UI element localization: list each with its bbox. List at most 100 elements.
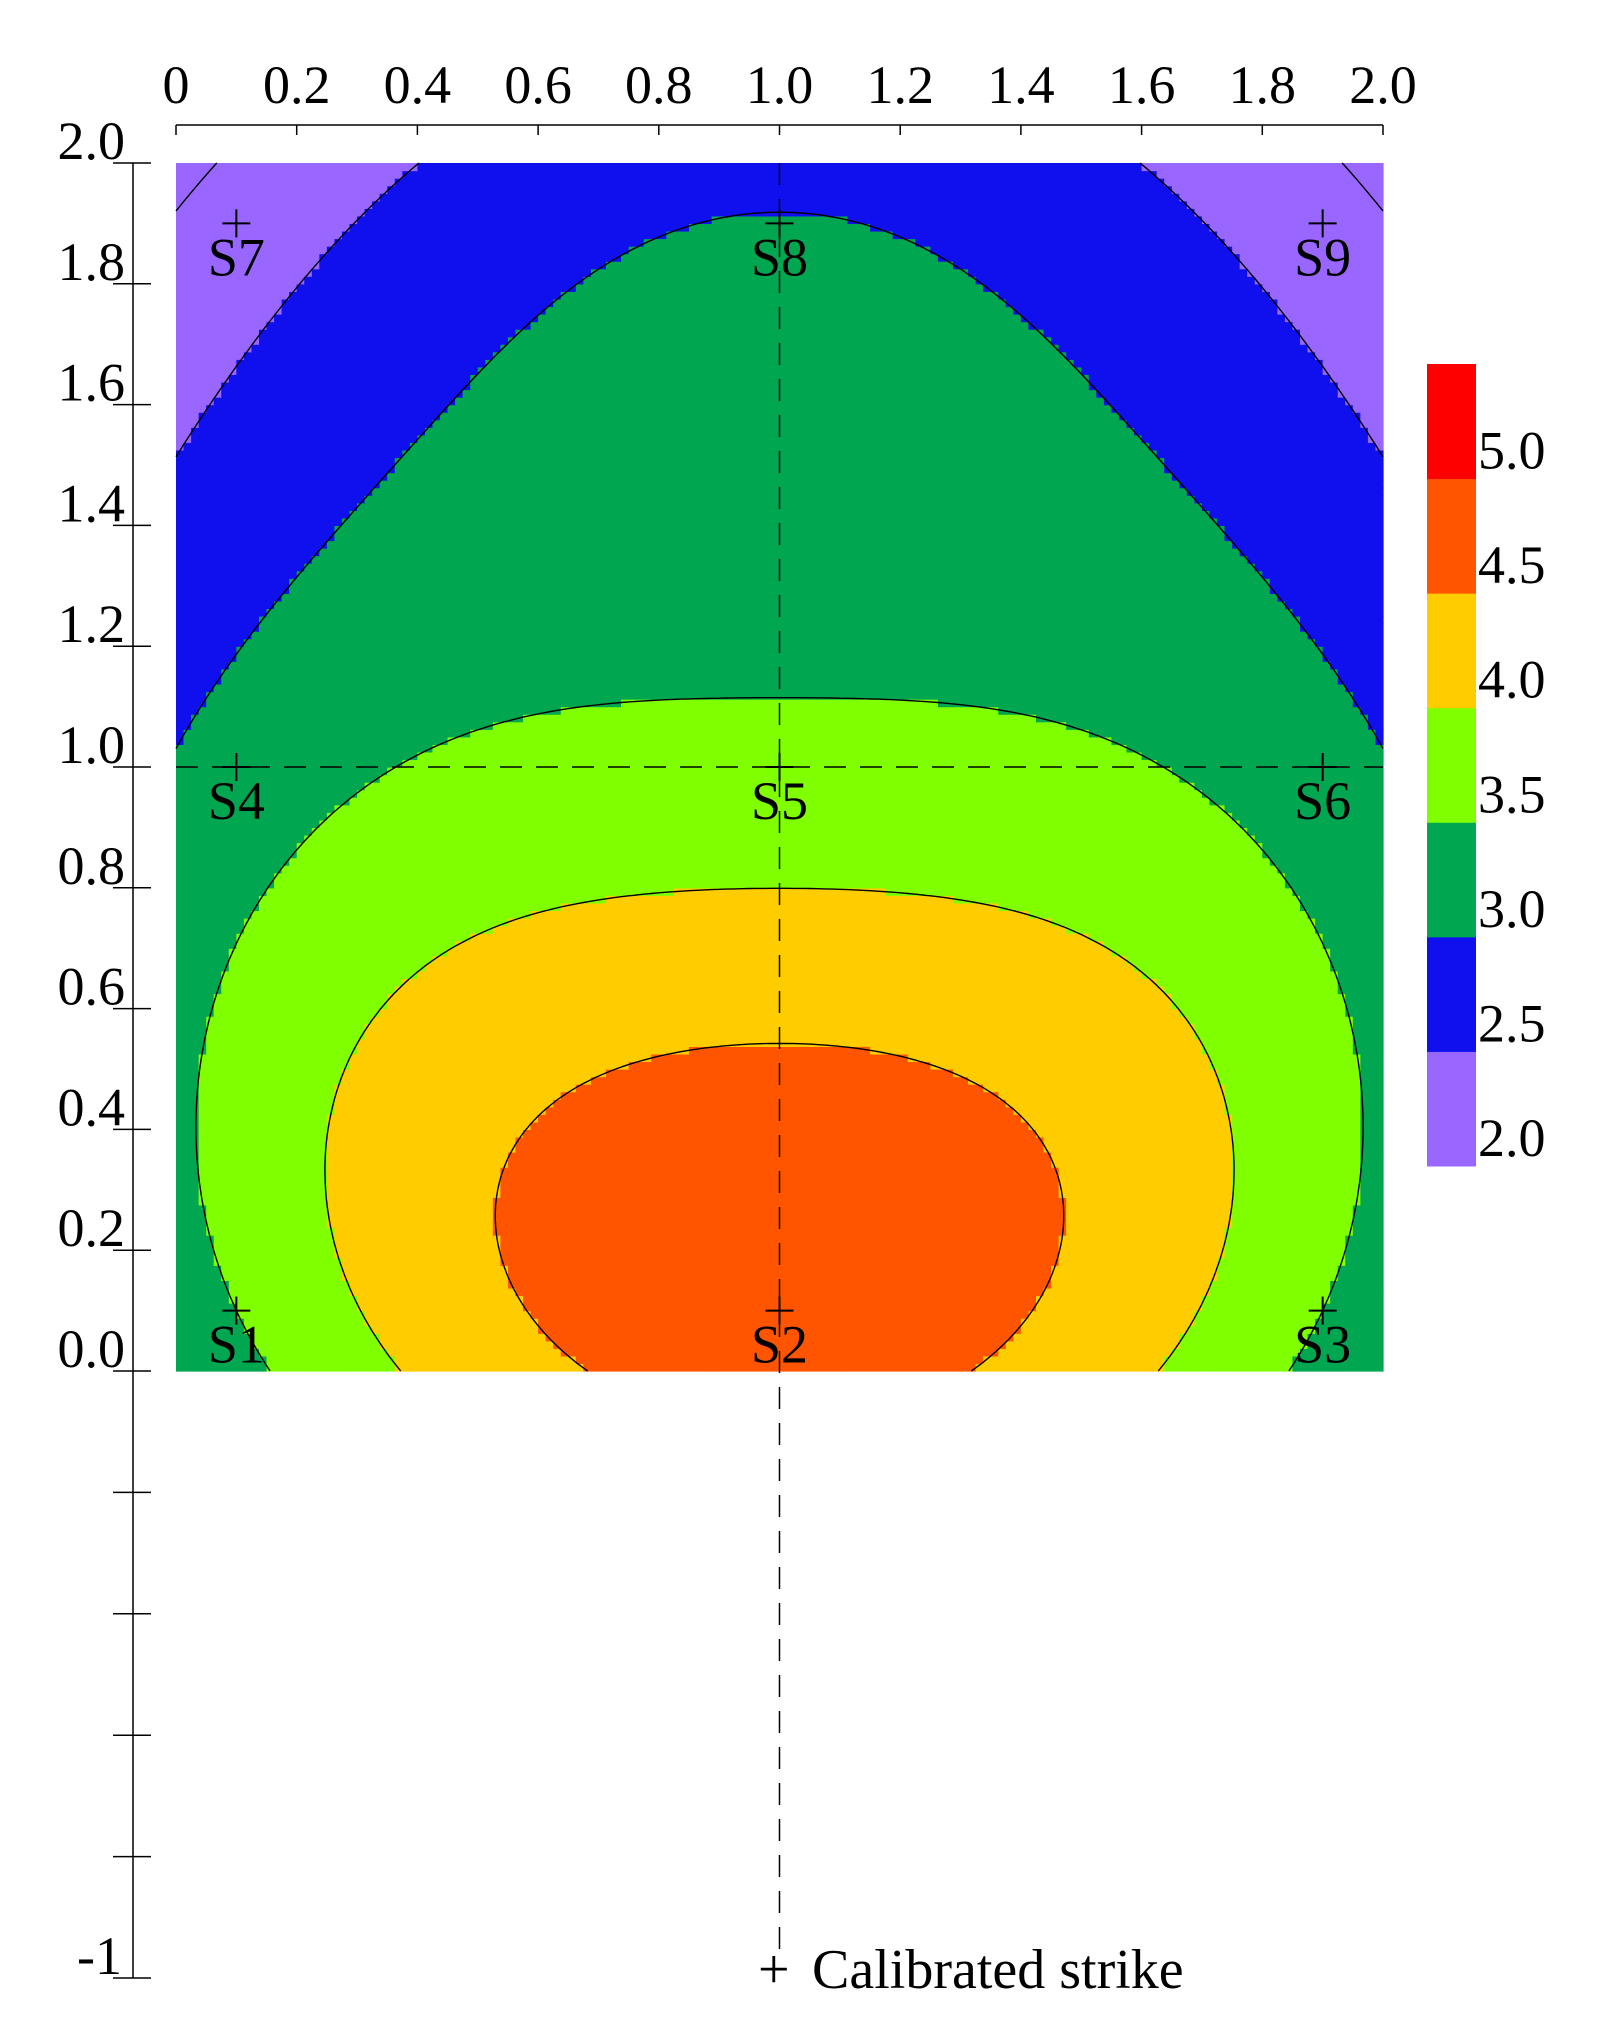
field-cell <box>810 1348 818 1356</box>
field-cell <box>810 1326 818 1334</box>
field-cell <box>817 1250 825 1258</box>
field-cell <box>1315 1145 1323 1153</box>
field-cell <box>1127 1288 1135 1296</box>
field-cell <box>485 1235 493 1243</box>
field-cell <box>734 1326 742 1334</box>
field-cell <box>938 1280 946 1288</box>
field-cell <box>1232 1273 1240 1281</box>
field-cell <box>1074 1273 1082 1281</box>
field-cell <box>817 1228 825 1236</box>
field-cell <box>666 1160 674 1168</box>
field-cell <box>1006 1137 1014 1145</box>
field-cell <box>455 1212 463 1220</box>
field-cell <box>734 1356 742 1364</box>
field-cell <box>855 1145 863 1153</box>
field-cell <box>704 1167 712 1175</box>
field-cell <box>734 1175 742 1183</box>
field-cell <box>1021 1265 1029 1273</box>
field-cell <box>221 1265 229 1273</box>
field-cell <box>236 1243 244 1251</box>
field-cell <box>644 1296 652 1304</box>
field-cell <box>900 1348 908 1356</box>
field-cell <box>236 1129 244 1137</box>
field-cell <box>1104 1341 1112 1349</box>
field-cell <box>380 1273 388 1281</box>
field-cell <box>893 1175 901 1183</box>
field-cell <box>825 1333 833 1341</box>
field-cell <box>538 1356 546 1364</box>
field-cell <box>1187 1296 1195 1304</box>
field-cell <box>689 1363 697 1371</box>
field-cell <box>945 1235 953 1243</box>
field-cell <box>674 1197 682 1205</box>
field-cell <box>402 1152 410 1160</box>
field-cell <box>787 1243 795 1251</box>
field-cell <box>742 1348 750 1356</box>
field-cell <box>1277 1303 1285 1311</box>
field-cell <box>1277 1220 1285 1228</box>
field-cell <box>448 1129 456 1137</box>
field-cell <box>1187 1212 1195 1220</box>
field-cell <box>1270 1137 1278 1145</box>
field-cell <box>425 1280 433 1288</box>
field-cell <box>342 1145 350 1153</box>
field-cell <box>1051 1311 1059 1319</box>
field-cell <box>689 1288 697 1296</box>
field-cell <box>1323 1220 1331 1228</box>
field-cell <box>938 1152 946 1160</box>
field-cell <box>659 1152 667 1160</box>
field-cell <box>410 1145 418 1153</box>
field-cell <box>1104 1348 1112 1356</box>
field-cell <box>357 1228 365 1236</box>
field-cell <box>274 1333 282 1341</box>
field-cell <box>855 1363 863 1371</box>
field-cell <box>1149 1258 1157 1266</box>
field-cell <box>930 1160 938 1168</box>
field-cell <box>1134 1296 1142 1304</box>
field-cell <box>734 1280 742 1288</box>
field-cell <box>372 1129 380 1137</box>
field-cell <box>523 1152 531 1160</box>
field-cell <box>1255 1212 1263 1220</box>
field-cell <box>1111 1190 1119 1198</box>
field-cell <box>1255 1175 1263 1183</box>
field-cell <box>727 1197 735 1205</box>
field-cell <box>267 1182 275 1190</box>
field-cell <box>1360 1311 1368 1319</box>
field-cell <box>1262 1205 1270 1213</box>
field-cell <box>334 1318 342 1326</box>
field-cell <box>1232 1348 1240 1356</box>
field-cell <box>614 1288 622 1296</box>
field-cell <box>191 1311 199 1319</box>
field-cell <box>621 1311 629 1319</box>
field-cell <box>862 1212 870 1220</box>
field-cell <box>410 1190 418 1198</box>
field-cell <box>357 1137 365 1145</box>
field-cell <box>644 1303 652 1311</box>
field-cell <box>1353 1265 1361 1273</box>
field-cell <box>1179 1265 1187 1273</box>
field-cell <box>742 1333 750 1341</box>
field-cell <box>1262 1356 1270 1364</box>
field-cell <box>795 1167 803 1175</box>
field-cell <box>1021 1190 1029 1198</box>
field-cell <box>923 1348 931 1356</box>
field-cell <box>1270 1250 1278 1258</box>
field-cell <box>470 1190 478 1198</box>
field-cell <box>478 1182 486 1190</box>
field-cell <box>1074 1250 1082 1258</box>
field-cell <box>606 1318 614 1326</box>
field-cell <box>1066 1197 1074 1205</box>
field-cell <box>1172 1175 1180 1183</box>
field-cell <box>1240 1212 1248 1220</box>
field-cell <box>214 1197 222 1205</box>
field-cell <box>410 1341 418 1349</box>
field-cell <box>267 1318 275 1326</box>
field-cell <box>531 1363 539 1371</box>
field-cell <box>176 1205 184 1213</box>
field-cell <box>515 1167 523 1175</box>
field-cell <box>380 1333 388 1341</box>
field-cell <box>523 1265 531 1273</box>
field-cell <box>945 1220 953 1228</box>
field-cell <box>515 1265 523 1273</box>
